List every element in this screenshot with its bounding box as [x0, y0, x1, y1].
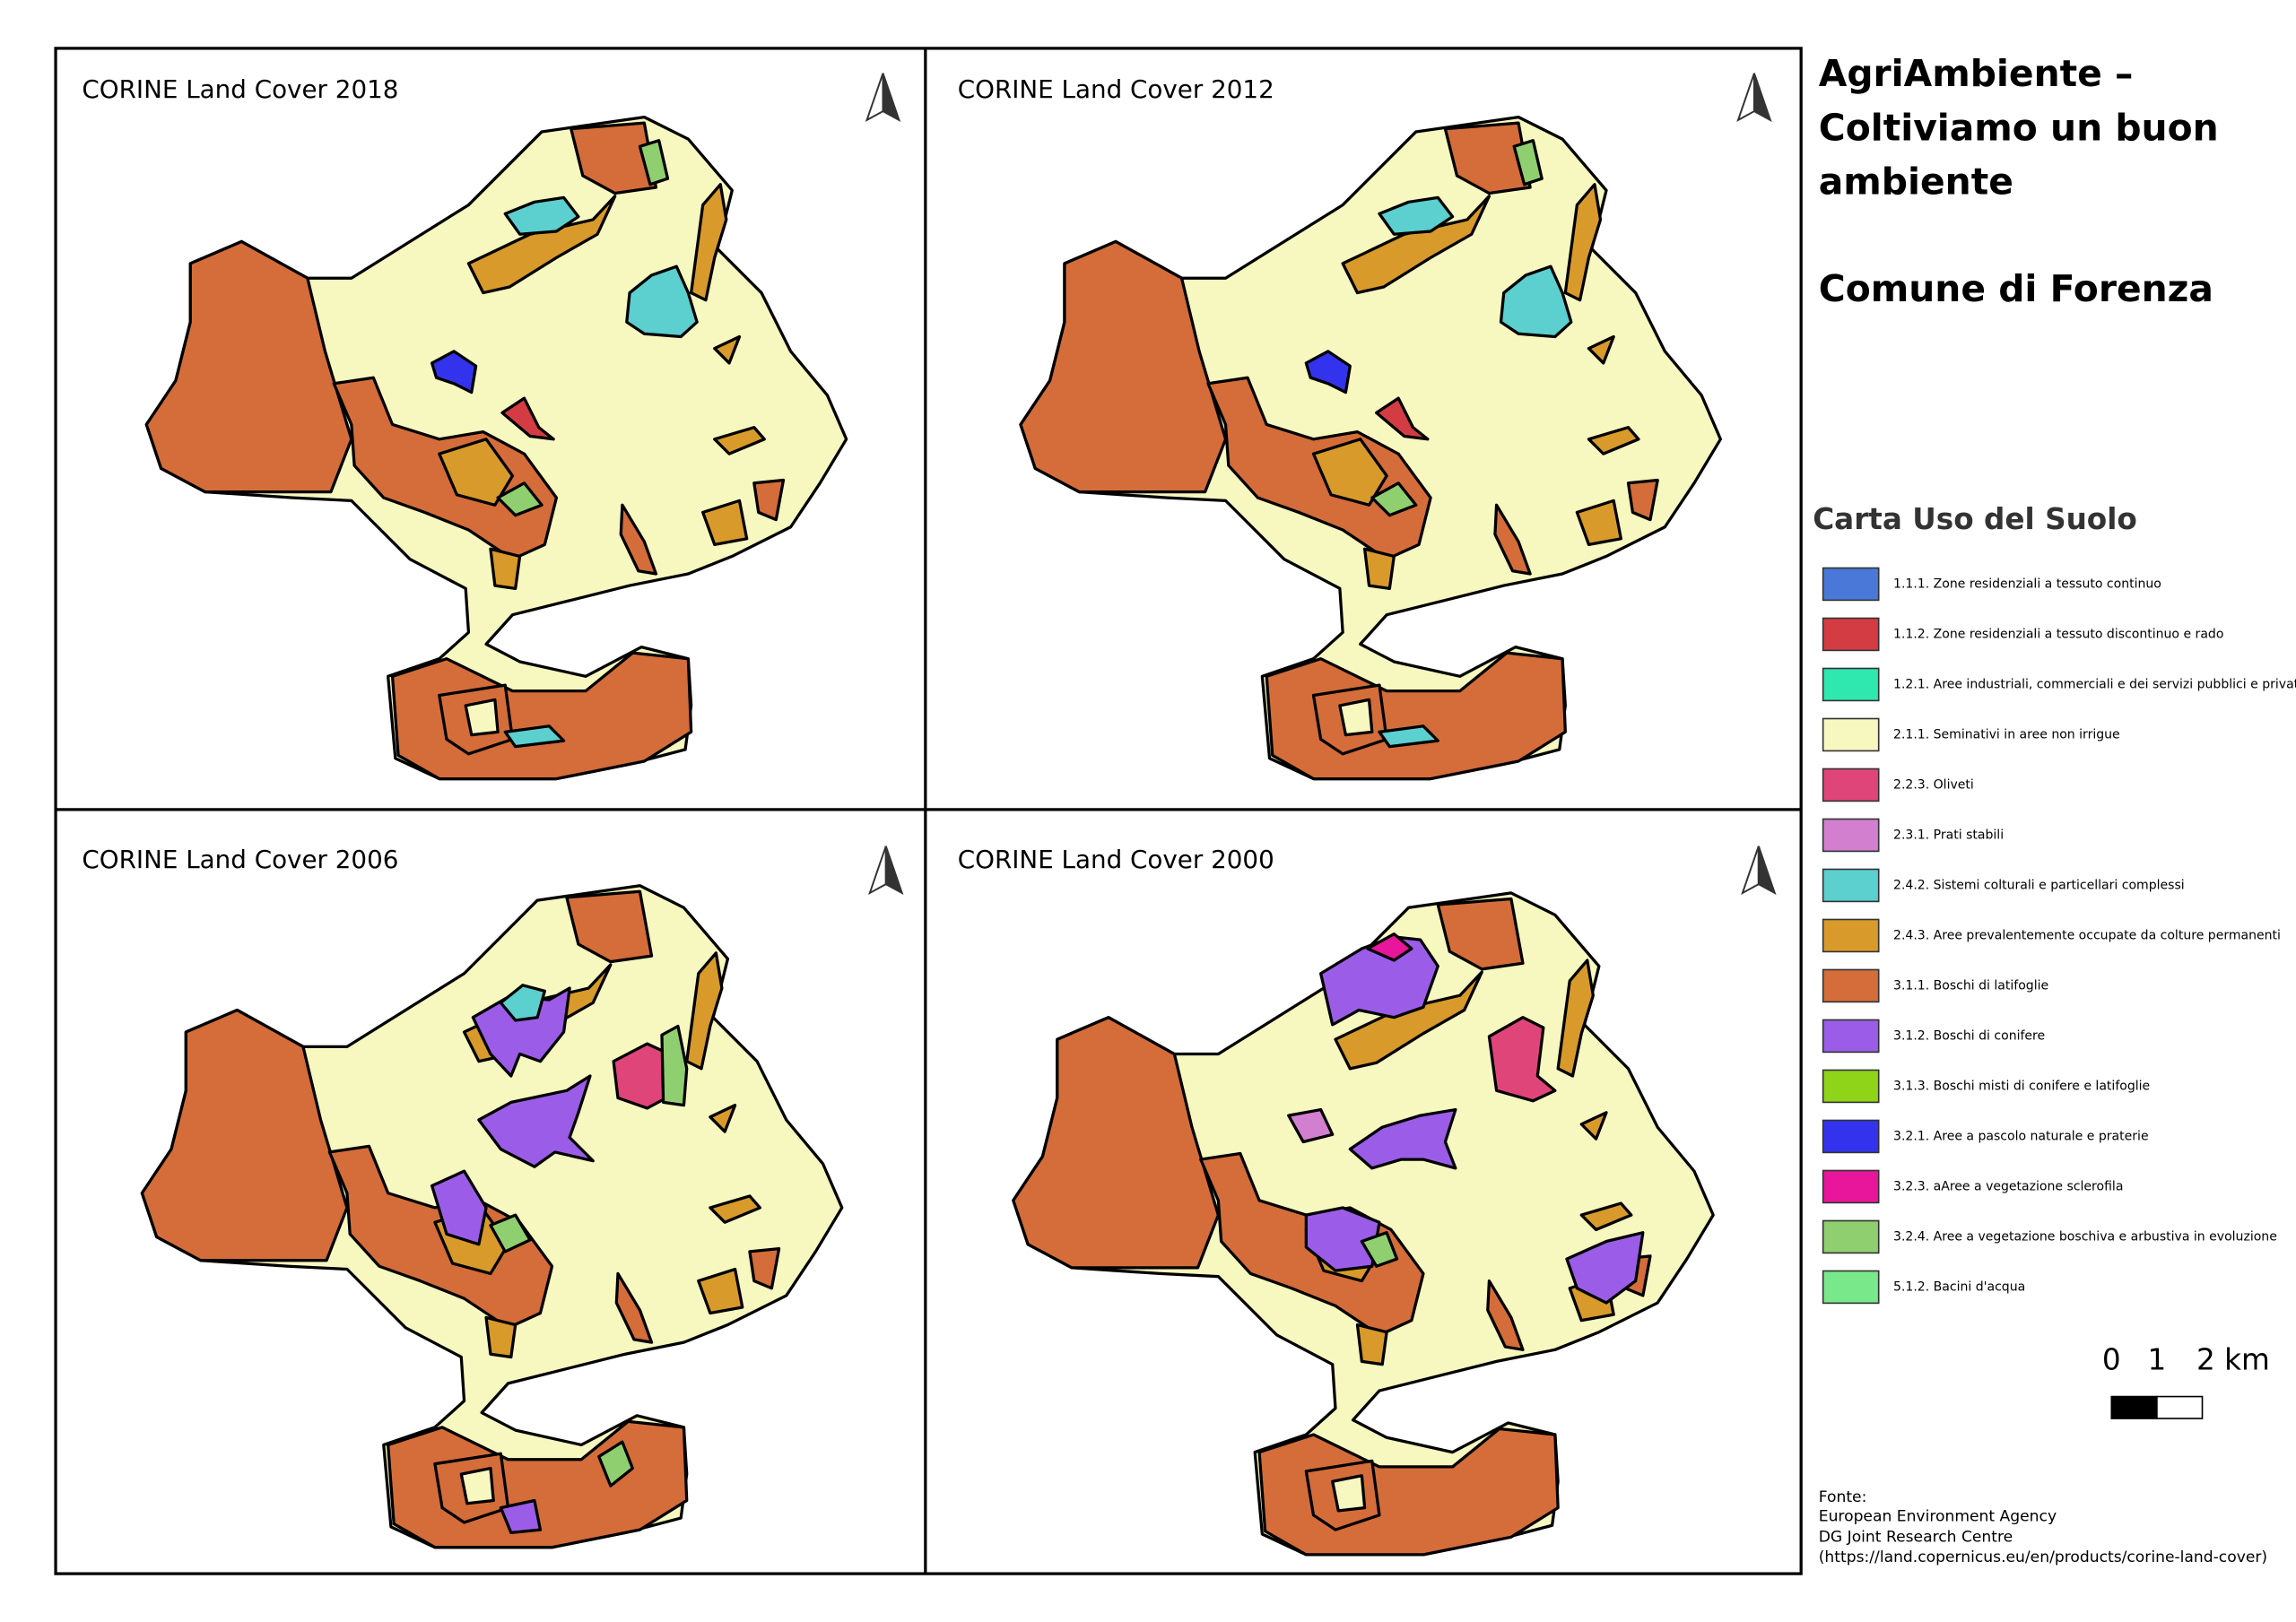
main-title: Coltiviamo un buon — [1819, 106, 2219, 149]
main-title: AgriAmbiente – — [1819, 52, 2134, 95]
legend-label: 1.1.2. Zone residenziali a tessuto disco… — [1893, 627, 2223, 641]
scale-bar: 0 1 2 km — [2102, 1342, 2270, 1419]
legend-swatch — [1822, 918, 1880, 953]
scale-segment — [2110, 1395, 2158, 1419]
scale-label: 2 km — [2196, 1342, 2270, 1376]
panel-title: CORINE Land Cover 2006 — [82, 845, 398, 874]
legend: 1.1.1. Zone residenziali a tessuto conti… — [1822, 567, 2296, 1305]
legend-label: 3.2.4. Aree a vegetazione boschiva e arb… — [1893, 1229, 2277, 1244]
legend-swatch — [1822, 567, 1880, 602]
scale-label: 1 — [2148, 1342, 2167, 1376]
subtitle: Comune di Forenza — [1819, 267, 2213, 310]
legend-label: 1.2.1. Aree industriali, commerciali e d… — [1893, 677, 2296, 691]
panel-title: CORINE Land Cover 2018 — [82, 74, 398, 104]
source-text: European Environment Agency — [1819, 1507, 2057, 1525]
legend-label: 3.2.1. Aree a pascolo naturale e prateri… — [1893, 1129, 2149, 1143]
legend-swatch — [1822, 1169, 1880, 1204]
legend-swatch — [1822, 868, 1880, 903]
legend-swatch — [1822, 968, 1880, 1003]
scale-label: 0 — [2102, 1342, 2121, 1376]
legend-swatch — [1822, 1270, 1880, 1305]
legend-label: 2.3.1. Prati stabili — [1893, 828, 2004, 842]
legend-label: 2.1.1. Seminativi in aree non irrigue — [1893, 727, 2120, 742]
legend-swatch — [1822, 1119, 1880, 1154]
legend-swatch — [1822, 818, 1880, 853]
source-text: (https://land.copernicus.eu/en/products/… — [1819, 1548, 2267, 1566]
legend-label: 2.4.3. Aree prevalentemente occupate da … — [1893, 928, 2281, 942]
scale-segment — [2156, 1395, 2204, 1419]
legend-label: 1.1.1. Zone residenziali a tessuto conti… — [1893, 577, 2161, 591]
legend-swatch — [1822, 1019, 1880, 1054]
legend-label: 2.2.3. Oliveti — [1893, 777, 1974, 792]
legend-label: 3.1.3. Boschi misti di conifere e latifo… — [1893, 1079, 2150, 1093]
map-panel: CORINE Land Cover 2012 — [958, 72, 1771, 781]
source-text: DG Joint Research Centre — [1819, 1528, 2013, 1546]
legend-swatch — [1822, 717, 1880, 752]
legend-label: 5.1.2. Bacini d'acqua — [1893, 1279, 2025, 1294]
main-title: ambiente — [1819, 160, 2013, 204]
legend-swatch — [1822, 1069, 1880, 1104]
legend-swatch — [1822, 667, 1880, 702]
legend-swatch — [1822, 768, 1880, 802]
panel-title: CORINE Land Cover 2012 — [958, 74, 1274, 104]
legend-title: Carta Uso del Suolo — [1813, 502, 2137, 536]
legend-label: 3.1.2. Boschi di conifere — [1893, 1028, 2045, 1043]
legend-label: 2.4.2. Sistemi colturali e particellari … — [1893, 878, 2185, 892]
map-panel: CORINE Land Cover 2000 — [958, 845, 1776, 1557]
legend-swatch — [1822, 1219, 1880, 1254]
legend-label: 3.2.3. aAree a vegetazione sclerofila — [1893, 1179, 2123, 1193]
legend-swatch — [1822, 617, 1880, 652]
legend-label: 3.1.1. Boschi di latifoglie — [1893, 978, 2048, 993]
panel-title: CORINE Land Cover 2000 — [958, 845, 1274, 874]
map-panel: CORINE Land Cover 2018 — [82, 72, 900, 781]
source-text: Fonte: — [1819, 1488, 1867, 1506]
map-panel: CORINE Land Cover 2006 — [82, 845, 903, 1549]
